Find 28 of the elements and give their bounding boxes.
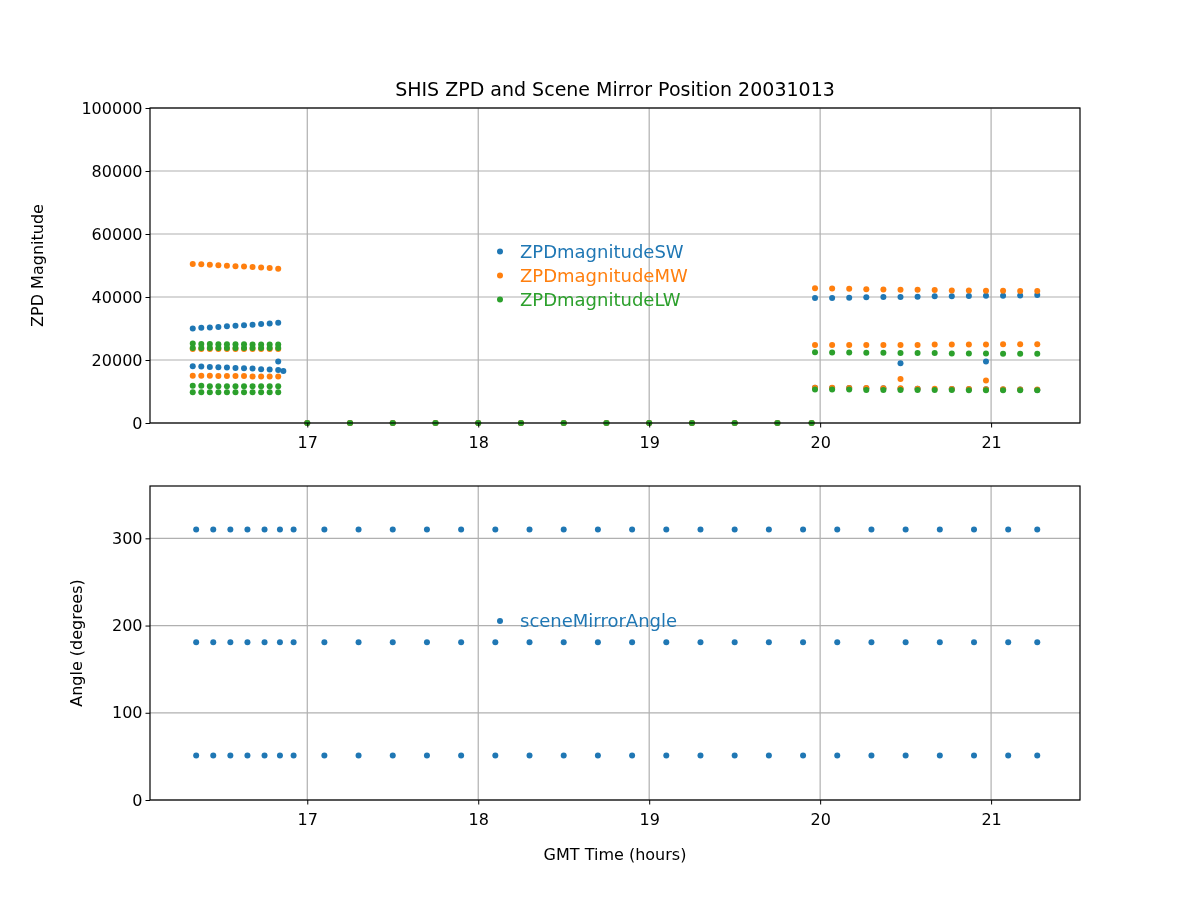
x-tick-label: 17 [297, 810, 318, 830]
y-tick-label: 20000 [91, 350, 143, 370]
x-tick-label: 21 [981, 810, 1002, 830]
y-tick-label: 100000 [81, 98, 143, 118]
x-axis-title: GMT Time (hours) [543, 845, 687, 864]
x-tick-label: 21 [981, 433, 1002, 453]
legend-label: ZPDmagnitudeSW [520, 240, 684, 262]
legend-label: ZPDmagnitudeLW [520, 288, 681, 310]
x-tick-label: 17 [297, 433, 318, 453]
y-tick-label: 60000 [91, 224, 143, 244]
y-tick-label: 0 [132, 790, 143, 810]
y-axis-title: Angle (degrees) [67, 579, 86, 707]
legend-label: sceneMirrorAngle [520, 610, 678, 632]
x-tick-label: 18 [468, 810, 489, 830]
x-tick-label: 20 [810, 810, 831, 830]
y-axis-title: ZPD Magnitude [28, 204, 47, 327]
y-tick-label: 80000 [91, 161, 143, 181]
x-tick-label: 20 [810, 433, 831, 453]
y-tick-label: 0 [132, 413, 143, 433]
y-tick-label: 100 [111, 703, 143, 723]
x-tick-label: 19 [639, 433, 660, 453]
y-tick-label: 300 [111, 528, 143, 548]
x-tick-label: 19 [639, 810, 660, 830]
legend-label: ZPDmagnitudeMW [520, 264, 688, 286]
chart-title: SHIS ZPD and Scene Mirror Position 20031013 [395, 78, 835, 100]
y-tick-label: 200 [111, 616, 143, 636]
y-tick-label: 40000 [91, 287, 143, 307]
x-tick-label: 18 [468, 433, 489, 453]
